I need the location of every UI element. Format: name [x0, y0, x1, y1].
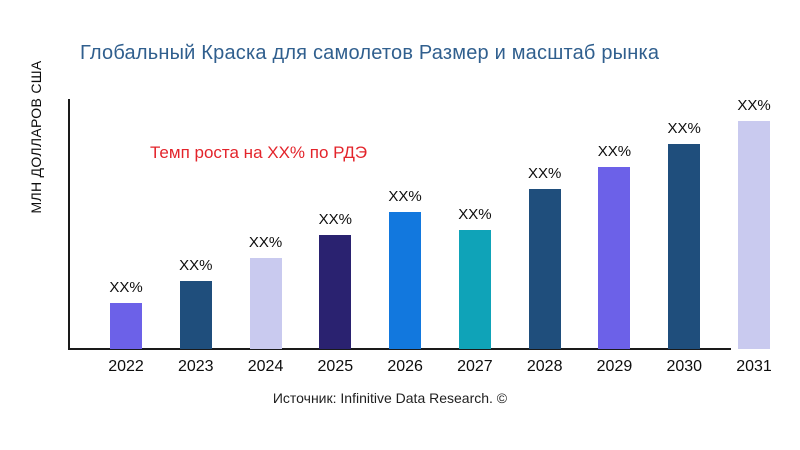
bar-2025	[319, 235, 352, 349]
bar-2030	[668, 144, 701, 349]
growth-rate-annotation: Темп роста на XX% по РДЭ	[150, 143, 368, 162]
bar-value-label-2029: XX%	[597, 143, 632, 160]
bar-2027	[458, 230, 491, 349]
bar-value-label-2031: XX%	[737, 97, 771, 114]
chart-title: Глобальный Краска для самолетов Размер и…	[80, 42, 660, 64]
bar-2028	[528, 189, 561, 349]
bar-value-label-2030: XX%	[667, 120, 701, 137]
x-tick-label-2024: 2024	[247, 358, 284, 375]
bar-value-label-2022: XX%	[109, 279, 143, 296]
bar-2026	[389, 212, 422, 349]
x-tick-label-2022: 2022	[108, 358, 144, 375]
bar-value-label-2025: XX%	[318, 211, 352, 228]
y-axis-label: МЛН ДОЛЛАРОВ США	[28, 60, 44, 214]
bar-2022	[110, 303, 142, 349]
bar-value-label-2023: XX%	[179, 257, 213, 274]
x-tick-label-2031: 2031	[736, 358, 772, 375]
bar-2029	[598, 167, 631, 349]
bar-value-label-2026: XX%	[388, 188, 422, 205]
bar-value-label-2027: XX%	[458, 206, 492, 223]
x-tick-label-2025: 2025	[317, 358, 354, 375]
x-tick-label-2028: 2028	[526, 358, 563, 375]
plot-area: XX% 2022 XX% 2023 XX% 2024 XX% 2025 XX% 2026 XX% 20…	[70, 97, 782, 375]
bar-2031	[738, 121, 771, 349]
y-axis-line	[68, 99, 70, 350]
x-tick-label-2030: 2030	[666, 358, 703, 375]
bar-2023	[179, 281, 212, 349]
bar-value-label-2028: XX%	[527, 165, 562, 182]
x-tick-label-2029: 2029	[596, 358, 633, 375]
x-tick-label-2026: 2026	[387, 358, 423, 375]
bar-2024	[249, 258, 282, 349]
x-axis-line	[68, 348, 731, 350]
x-tick-label-2027: 2027	[457, 358, 493, 375]
bar-value-label-2024: XX%	[248, 234, 283, 251]
source-attribution: Источник: Infinitive Data Research. ©	[272, 390, 508, 406]
x-tick-label-2023: 2023	[177, 358, 214, 375]
